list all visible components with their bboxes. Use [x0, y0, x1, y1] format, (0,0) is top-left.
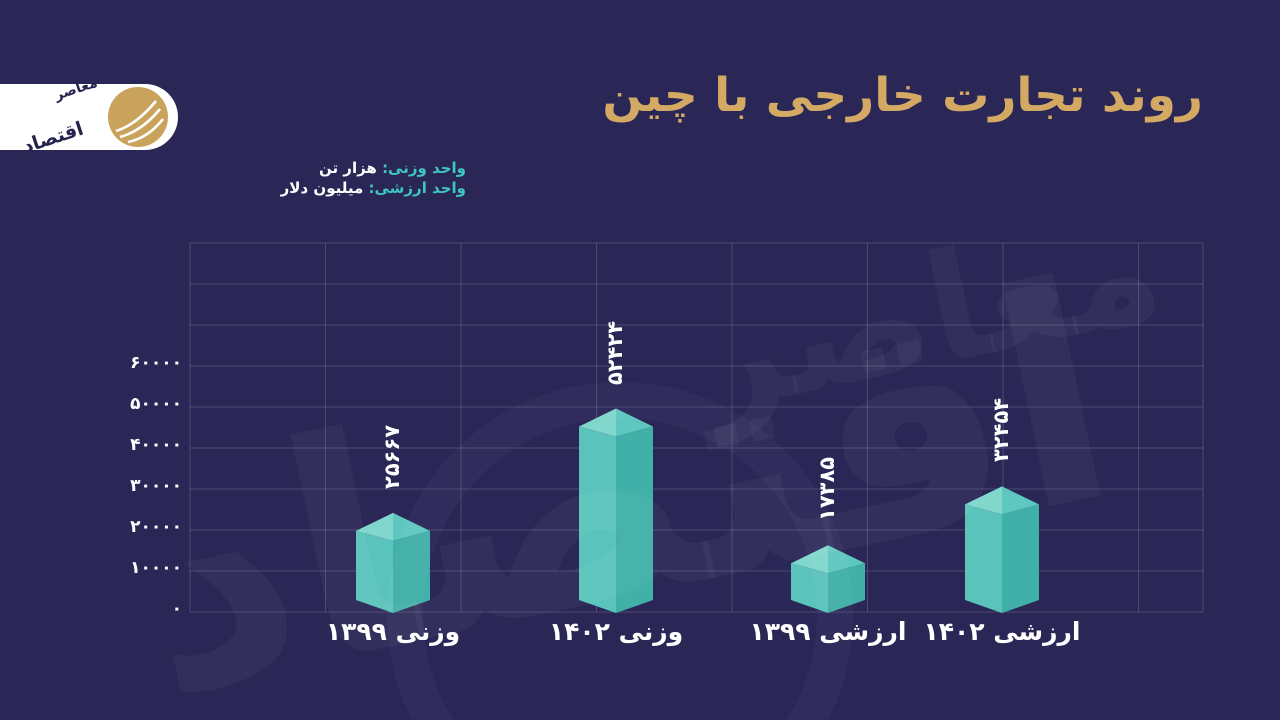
bar-right-face [828, 563, 865, 613]
bar-left-face [965, 504, 1002, 613]
bar-top-right-face [393, 512, 430, 541]
bar-0 [356, 512, 430, 613]
value-unit-line: واحد ارزشی: میلیون دلار [281, 178, 466, 198]
units-legend: واحد وزنی: هزار تن واحد ارزشی: میلیون دل… [281, 158, 466, 198]
bar-top-right-face [616, 408, 653, 437]
value-unit-label: واحد ارزشی: [368, 179, 467, 197]
bar-left-face [579, 426, 616, 613]
weight-unit-value: هزار تن [318, 159, 377, 177]
page-title: روند تجارت خارجی با چین [602, 68, 1204, 123]
bar-left-face [356, 530, 393, 613]
bar-top-left-face [356, 512, 393, 541]
value-unit-value: میلیون دلار [280, 179, 364, 197]
bar-right-face [616, 426, 653, 613]
bar-3 [965, 486, 1039, 613]
bar-1 [579, 408, 653, 613]
bar-top-right-face [1002, 486, 1039, 515]
bar-top-left-face [965, 486, 1002, 515]
weight-unit-label: واحد وزنی: [382, 159, 466, 177]
bar-right-face [1002, 504, 1039, 613]
bar-top-left-face [791, 545, 828, 574]
bar-right-face [393, 530, 430, 613]
bar-top-right-face [828, 545, 865, 574]
brand-logo: معاصر اقتصاد [0, 75, 178, 158]
logo-calligraphy: معاصر اقتصاد [7, 74, 117, 161]
bar-2 [791, 545, 865, 613]
logo-wave-lines-icon [115, 100, 165, 144]
bar-left-face [791, 563, 828, 613]
bar-top-left-face [579, 408, 616, 437]
logo-globe-icon [108, 87, 168, 147]
bars-group [356, 408, 1039, 613]
weight-unit-line: واحد وزنی: هزار تن [281, 158, 466, 178]
